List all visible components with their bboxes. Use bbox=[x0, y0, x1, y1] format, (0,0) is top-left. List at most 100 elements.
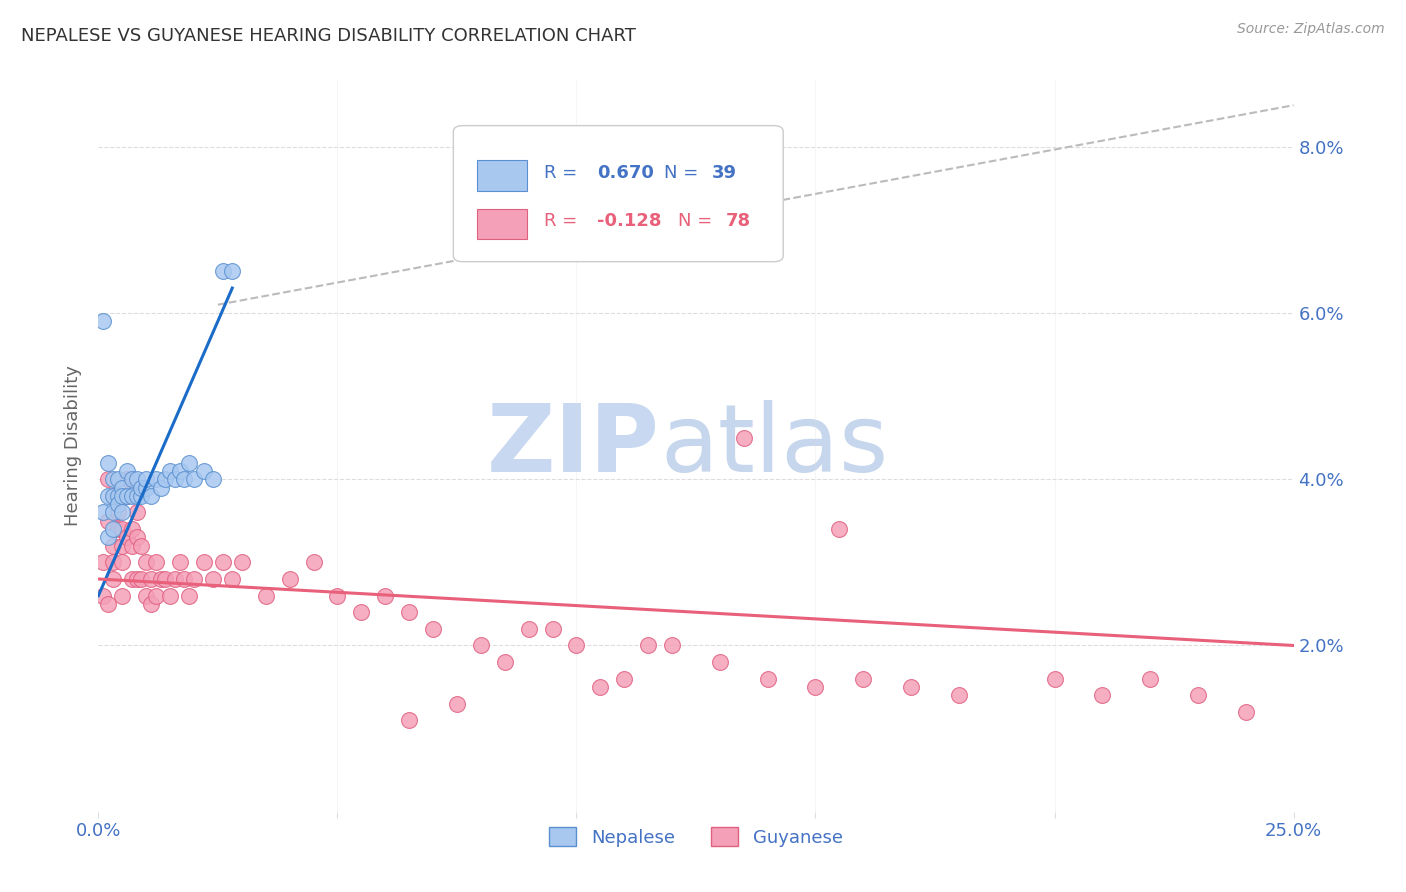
Point bbox=[91, 314, 114, 328]
Point bbox=[135, 481, 157, 495]
Point bbox=[121, 472, 143, 486]
Point bbox=[169, 464, 191, 478]
Point bbox=[169, 555, 191, 569]
Point bbox=[149, 481, 172, 495]
Point bbox=[111, 506, 134, 520]
Text: N =: N = bbox=[664, 163, 697, 181]
Point bbox=[125, 572, 148, 586]
Point bbox=[163, 572, 186, 586]
Point bbox=[121, 522, 143, 536]
Point bbox=[121, 539, 143, 553]
Point bbox=[193, 464, 215, 478]
FancyBboxPatch shape bbox=[453, 126, 783, 261]
Point bbox=[115, 464, 138, 478]
Point bbox=[139, 597, 162, 611]
Point bbox=[97, 597, 120, 611]
Point bbox=[155, 572, 177, 586]
Point bbox=[145, 472, 167, 486]
Point bbox=[115, 489, 138, 503]
Point bbox=[101, 522, 124, 536]
Point bbox=[1187, 689, 1209, 703]
Point bbox=[948, 689, 970, 703]
Point bbox=[91, 506, 114, 520]
Point bbox=[91, 555, 114, 569]
Point bbox=[302, 555, 325, 569]
Point bbox=[97, 530, 120, 544]
Text: N =: N = bbox=[678, 212, 713, 230]
Point bbox=[221, 572, 243, 586]
Point bbox=[709, 655, 731, 669]
Point bbox=[1139, 672, 1161, 686]
Point bbox=[1234, 705, 1257, 719]
Point bbox=[115, 472, 138, 486]
Point bbox=[159, 464, 181, 478]
Point bbox=[125, 506, 148, 520]
Point bbox=[374, 589, 396, 603]
Point bbox=[470, 639, 492, 653]
Point bbox=[173, 472, 195, 486]
Text: NEPALESE VS GUYANESE HEARING DISABILITY CORRELATION CHART: NEPALESE VS GUYANESE HEARING DISABILITY … bbox=[21, 27, 636, 45]
Point bbox=[101, 539, 124, 553]
Point bbox=[179, 456, 201, 470]
Point bbox=[107, 506, 129, 520]
Point bbox=[97, 514, 120, 528]
Point bbox=[107, 522, 129, 536]
Point bbox=[145, 555, 167, 569]
Point bbox=[159, 589, 181, 603]
Point bbox=[111, 522, 134, 536]
Point bbox=[101, 489, 124, 503]
Point bbox=[446, 697, 468, 711]
Text: ZIP: ZIP bbox=[488, 400, 661, 492]
Point bbox=[107, 489, 129, 503]
Point bbox=[125, 472, 148, 486]
Text: 0.670: 0.670 bbox=[596, 163, 654, 181]
Point bbox=[125, 489, 148, 503]
Point bbox=[135, 472, 157, 486]
Point bbox=[115, 489, 138, 503]
Text: R =: R = bbox=[544, 212, 578, 230]
Point bbox=[101, 506, 124, 520]
Point bbox=[613, 672, 636, 686]
Point bbox=[131, 539, 153, 553]
Point bbox=[101, 472, 124, 486]
Point bbox=[900, 680, 922, 694]
Point bbox=[422, 622, 444, 636]
Point bbox=[125, 530, 148, 544]
Point bbox=[131, 572, 153, 586]
Point bbox=[350, 605, 373, 619]
Point bbox=[163, 472, 186, 486]
Point bbox=[111, 481, 134, 495]
Point bbox=[494, 655, 516, 669]
Point bbox=[398, 714, 420, 728]
Point bbox=[183, 472, 205, 486]
Point bbox=[121, 572, 143, 586]
Point bbox=[193, 555, 215, 569]
Point bbox=[149, 572, 172, 586]
Point bbox=[231, 555, 253, 569]
Point bbox=[101, 555, 124, 569]
Point bbox=[398, 605, 420, 619]
Point bbox=[97, 456, 120, 470]
Bar bbox=[477, 160, 527, 191]
Point bbox=[179, 589, 201, 603]
Point bbox=[756, 672, 779, 686]
Point bbox=[202, 472, 225, 486]
Point bbox=[97, 489, 120, 503]
Y-axis label: Hearing Disability: Hearing Disability bbox=[65, 366, 83, 526]
Point bbox=[111, 555, 134, 569]
Point bbox=[565, 639, 588, 653]
Point bbox=[135, 589, 157, 603]
Point bbox=[145, 589, 167, 603]
Point bbox=[135, 555, 157, 569]
Point bbox=[101, 489, 124, 503]
Text: -0.128: -0.128 bbox=[596, 212, 661, 230]
Text: 39: 39 bbox=[711, 163, 737, 181]
Point bbox=[733, 431, 755, 445]
Text: atlas: atlas bbox=[661, 400, 889, 492]
Point bbox=[111, 539, 134, 553]
Text: 78: 78 bbox=[725, 212, 751, 230]
Point bbox=[107, 472, 129, 486]
Point bbox=[637, 639, 659, 653]
Point bbox=[278, 572, 301, 586]
Point bbox=[173, 572, 195, 586]
